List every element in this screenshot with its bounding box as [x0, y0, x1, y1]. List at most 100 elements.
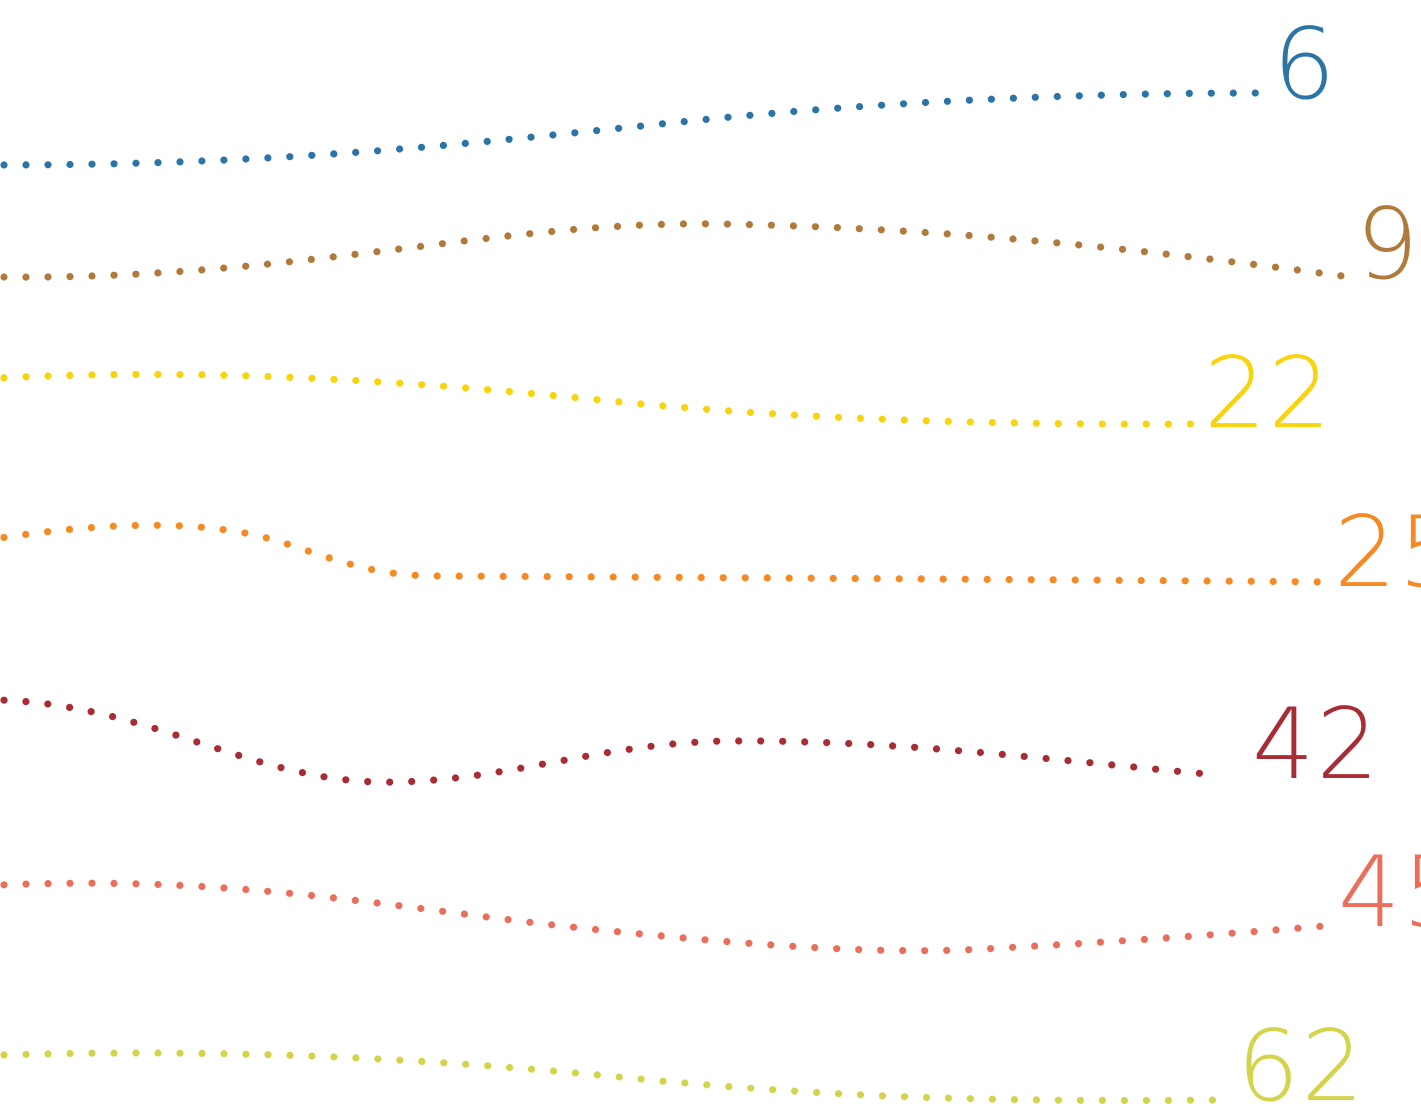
line-dot: [1115, 576, 1123, 584]
line-dot: [538, 760, 547, 768]
line-dot: [703, 1081, 711, 1089]
line-dot: [943, 946, 951, 955]
dotted-line-9: 9: [0, 188, 1418, 302]
line-dot: [495, 768, 503, 776]
line-dot: [1075, 241, 1083, 249]
line-dot: [351, 250, 359, 258]
line-dot: [1032, 1096, 1040, 1104]
line-dot: [1152, 765, 1160, 773]
line-dot: [154, 880, 162, 889]
line-dot: [22, 1050, 30, 1058]
line-dot: [921, 947, 929, 955]
line-dot: [615, 1073, 623, 1081]
line-dot: [675, 573, 683, 582]
line-dot: [460, 910, 468, 918]
line-dot: [1184, 253, 1192, 261]
line-dot: [526, 230, 534, 238]
line-dot: [417, 143, 426, 151]
line-dot: [1137, 576, 1145, 585]
line-dot: [1164, 1096, 1172, 1104]
line-dot: [1164, 420, 1172, 428]
line-dot: [998, 750, 1006, 759]
line-dot: [785, 574, 793, 582]
line-dot: [680, 118, 688, 126]
line-dot: [1269, 577, 1277, 586]
line-dot: [418, 1057, 426, 1065]
line-dot: [834, 1090, 843, 1098]
line-dot: [647, 742, 655, 750]
line-dot: [591, 925, 600, 934]
line-dot: [1049, 576, 1057, 584]
line-dot: [571, 394, 579, 402]
line-dot: [1293, 266, 1301, 274]
line-dot: [1097, 243, 1105, 251]
line-dot: [438, 240, 446, 248]
line-dot: [899, 100, 908, 108]
line-dot: [352, 1054, 360, 1062]
line-dot: [966, 418, 974, 426]
line-dot: [264, 154, 272, 162]
line-dot: [741, 574, 749, 582]
line-dot: [264, 1051, 272, 1059]
line-dot: [1162, 250, 1170, 258]
line-dot: [1032, 419, 1040, 427]
line-dot: [285, 258, 293, 266]
line-dot: [834, 413, 843, 421]
line-dot: [0, 161, 8, 169]
line-dot: [364, 778, 372, 786]
line-dot: [131, 521, 139, 530]
line-dot: [1228, 258, 1236, 266]
line-dot: [812, 106, 820, 114]
line-dot: [899, 227, 907, 235]
line-dot: [735, 737, 743, 745]
line-dot: [307, 255, 315, 263]
line-dot: [921, 98, 930, 107]
line-dot: [549, 131, 557, 139]
line-label-25: 25: [1334, 496, 1421, 610]
line-dot: [329, 894, 337, 902]
line-dot: [110, 371, 118, 379]
line-dot: [308, 151, 316, 159]
line-dot: [262, 534, 270, 542]
line-dot: [895, 575, 903, 583]
line-dot: [235, 751, 243, 760]
line-dot: [1316, 922, 1324, 931]
line-dot: [1097, 91, 1105, 99]
line-dot: [0, 1051, 8, 1059]
line-dot: [440, 382, 448, 390]
line-dot: [1020, 752, 1028, 761]
line-dot: [264, 887, 272, 895]
line-dot: [856, 414, 865, 422]
line-dot: [1031, 942, 1039, 950]
line-dot: [373, 248, 381, 256]
line-dot: [172, 731, 180, 739]
line-dot: [484, 1062, 492, 1070]
line-dot: [1313, 578, 1321, 586]
line-dot: [1186, 1096, 1194, 1104]
line-dot: [1009, 94, 1018, 102]
line-dot: [681, 404, 689, 412]
line-dot: [66, 879, 74, 887]
line-dot: [483, 386, 492, 394]
line-dot: [691, 738, 699, 746]
line-dot: [88, 1049, 96, 1057]
line-dot: [1093, 576, 1101, 584]
line-dot: [1108, 761, 1116, 769]
line-dot: [657, 220, 666, 228]
line-dot: [88, 272, 96, 280]
line-dot: [724, 113, 732, 121]
line-dot: [763, 574, 771, 582]
line-dot: [66, 160, 74, 169]
line-dot: [801, 738, 809, 746]
line-dot: [1206, 255, 1214, 263]
line-dot: [570, 225, 578, 234]
line-dot: [807, 574, 815, 582]
line-dot: [565, 573, 573, 581]
line-dot: [176, 267, 184, 276]
line-dot: [723, 220, 732, 228]
line-dot: [66, 1049, 74, 1058]
line-dot: [151, 724, 159, 733]
line-dot: [1075, 92, 1083, 100]
line-dot: [527, 389, 535, 398]
line-dot: [110, 879, 118, 888]
